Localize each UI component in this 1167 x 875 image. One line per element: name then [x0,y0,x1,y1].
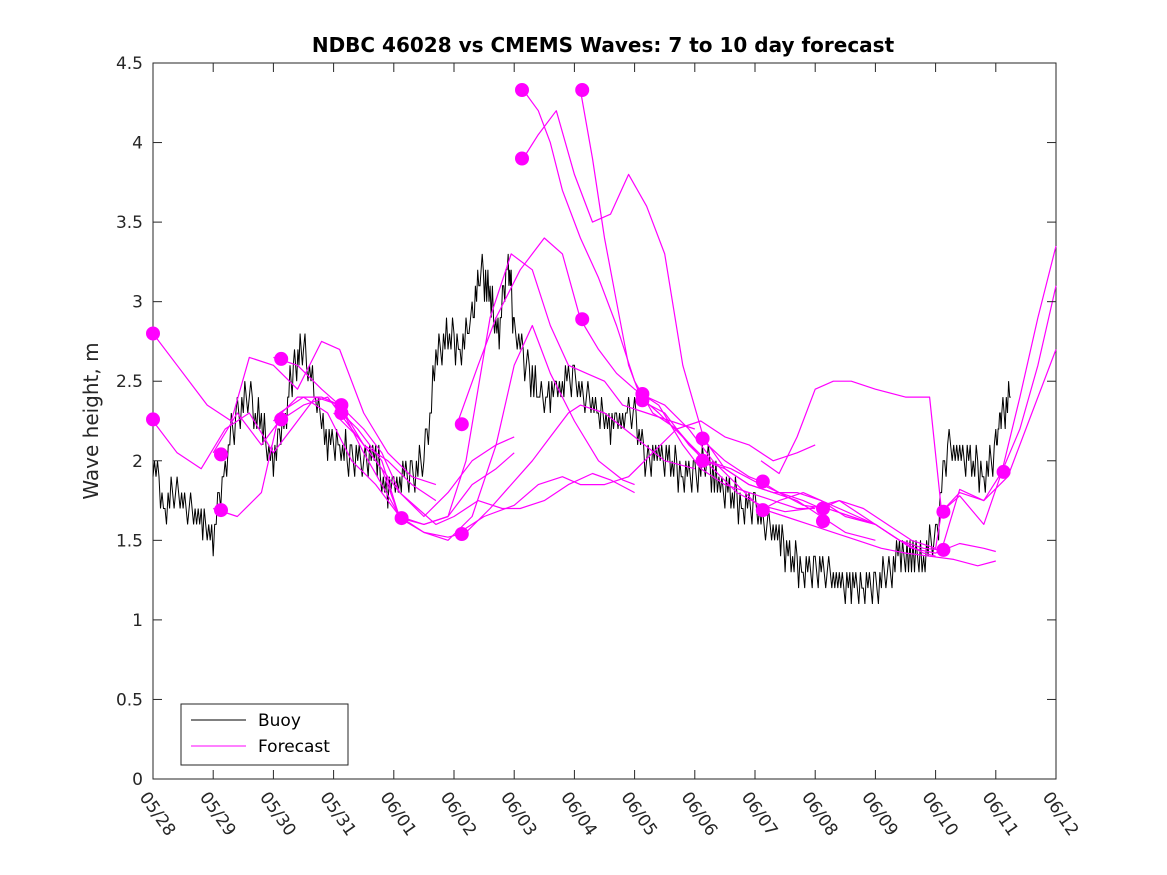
forecast-marker-4 [214,503,228,518]
forecast-marker-26 [996,464,1011,479]
forecast-series-line-8 [333,404,695,538]
x-tick-label: 06/06 [677,788,721,840]
x-tick-label: 06/04 [556,788,600,840]
plot-area [146,62,1057,780]
forecast-marker-23 [816,514,830,529]
forecast-series-line-1 [152,333,437,486]
forecast-marker-11 [454,527,469,541]
x-tick-label: 05/30 [255,788,299,840]
buoy-series-layer [152,253,1011,605]
forecast-marker-24 [936,504,951,519]
forecast-marker-6 [274,412,289,427]
x-tick-label: 05/28 [135,788,179,840]
forecast-series-line-9 [456,420,816,535]
x-tick-label: 06/12 [1038,788,1082,840]
x-tick-label: 06/02 [436,788,480,840]
forecast-marker-25 [936,542,951,557]
x-tick-label: 06/05 [617,788,661,840]
forecast-series-line-4 [213,396,515,526]
forecast-marker-15 [575,312,590,327]
forecast-marker-1 [146,326,160,341]
forecast-series-line-2 [152,396,437,502]
x-tick-label: 05/29 [195,788,239,840]
x-tick-label: 06/08 [797,788,841,840]
forecast-marker-2 [146,412,160,427]
y-tick-label: 4 [132,134,143,154]
forecast-series-line-17 [760,285,1057,551]
x-tick-label: 06/01 [376,788,420,840]
forecast-marker-17 [635,393,650,408]
forecast-marker-3 [214,447,228,462]
forecast-series-line-11 [522,110,876,525]
legend-buoy-label: Buoy [258,711,301,731]
legend: Buoy Forecast [180,703,349,766]
forecast-marker-20 [755,474,770,489]
x-tick-label: 06/11 [978,788,1022,840]
y-tick-label: 0 [132,770,143,790]
forecast-series-line-10 [456,237,816,510]
forecast-marker-5 [274,351,289,366]
x-tick-label: 05/31 [316,788,360,840]
y-tick-label: 0.5 [116,690,143,710]
y-tick-label: 2 [132,452,143,472]
legend-box [180,703,349,766]
forecast-series-line-18 [760,245,1057,526]
forecast-marker-8 [334,406,349,420]
x-tick-label: 06/09 [857,788,901,840]
forecast-marker-13 [515,151,529,166]
forecast-marker-14 [575,83,590,97]
y-tick-label: 2.5 [116,372,143,392]
y-axis-label: Wave height, m [79,342,103,499]
y-tick-label: 1.5 [116,531,143,551]
y-tick-label: 3.5 [116,213,143,233]
y-axis-ticks: 0 0.5 1 1.5 2 2.5 3 3.5 4 4.5 [116,54,1056,790]
x-tick-label: 06/03 [496,788,540,840]
forecast-marker-10 [454,417,469,432]
chart-title: NDBC 46028 vs CMEMS Waves: 7 to 10 day f… [312,33,895,57]
forecast-marker-9 [394,511,409,526]
y-tick-label: 1 [132,611,143,631]
y-tick-label: 4.5 [116,54,143,74]
forecast-marker-layer [146,83,1011,557]
forecast-marker-21 [755,503,770,518]
legend-forecast-label: Forecast [258,737,330,757]
x-tick-label: 06/07 [737,788,781,840]
y-tick-label: 3 [132,293,143,313]
forecast-marker-12 [515,83,529,97]
x-tick-label: 06/10 [918,788,962,840]
forecast-marker-19 [695,453,710,468]
plot-frame [152,62,1057,780]
forecast-marker-22 [816,501,830,516]
forecast-series-line-12 [522,89,876,541]
buoy-series-line [152,253,1011,605]
forecast-marker-18 [695,431,710,446]
